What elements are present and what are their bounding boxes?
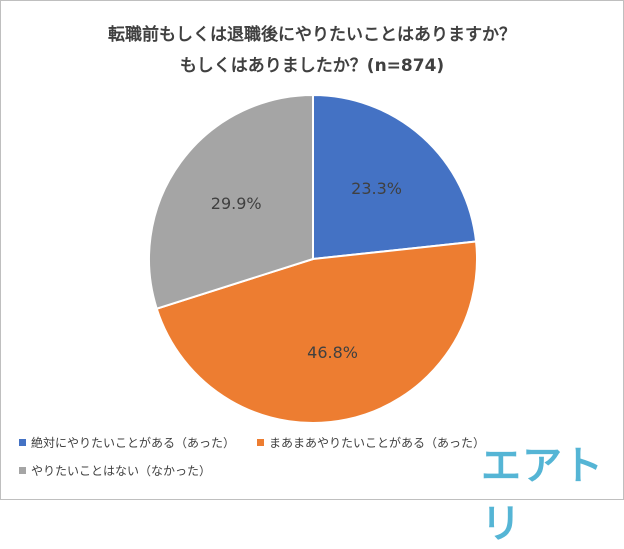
data-label: 23.3% bbox=[351, 179, 402, 198]
legend-row-1: 絶対にやりたいことがある（あった） まあまあやりたいことがある（あった） bbox=[19, 434, 485, 451]
legend-item: まあまあやりたいことがある（あった） bbox=[257, 434, 485, 451]
chart-subtitle: もしくはありましたか？(n=874) bbox=[179, 56, 445, 76]
legend-label: 絶対にやりたいことがある（あった） bbox=[31, 435, 236, 450]
legend-swatch-2 bbox=[19, 466, 26, 474]
legend-label: まあまあやりたいことがある（あった） bbox=[269, 435, 486, 450]
pie-slice bbox=[155, 240, 478, 424]
legend-row-2: やりたいことはない（なかった） bbox=[19, 462, 459, 478]
legend-item: やりたいことはない（なかった） bbox=[19, 462, 211, 479]
pie-slice bbox=[312, 93, 478, 261]
data-label: 46.8% bbox=[307, 343, 358, 362]
chart-title: 転職前もしくは退職後にやりたいことはありますか？ bbox=[108, 25, 516, 45]
legend: 絶対にやりたいことがある（あった） まあまあやりたいことがある（あった） やりた… bbox=[19, 434, 485, 490]
pie-slice bbox=[148, 93, 314, 310]
legend-item: 絶対にやりたいことがある（あった） bbox=[19, 434, 235, 451]
pie-chart: 23.3% 46.8% 29.9% bbox=[148, 93, 478, 424]
airtrip-logo: エアトリ bbox=[481, 443, 604, 547]
legend-swatch-0 bbox=[19, 438, 26, 446]
legend-swatch-1 bbox=[257, 438, 265, 446]
legend-label: やりたいことはない（なかった） bbox=[31, 463, 212, 478]
data-label: 29.9% bbox=[211, 194, 262, 213]
